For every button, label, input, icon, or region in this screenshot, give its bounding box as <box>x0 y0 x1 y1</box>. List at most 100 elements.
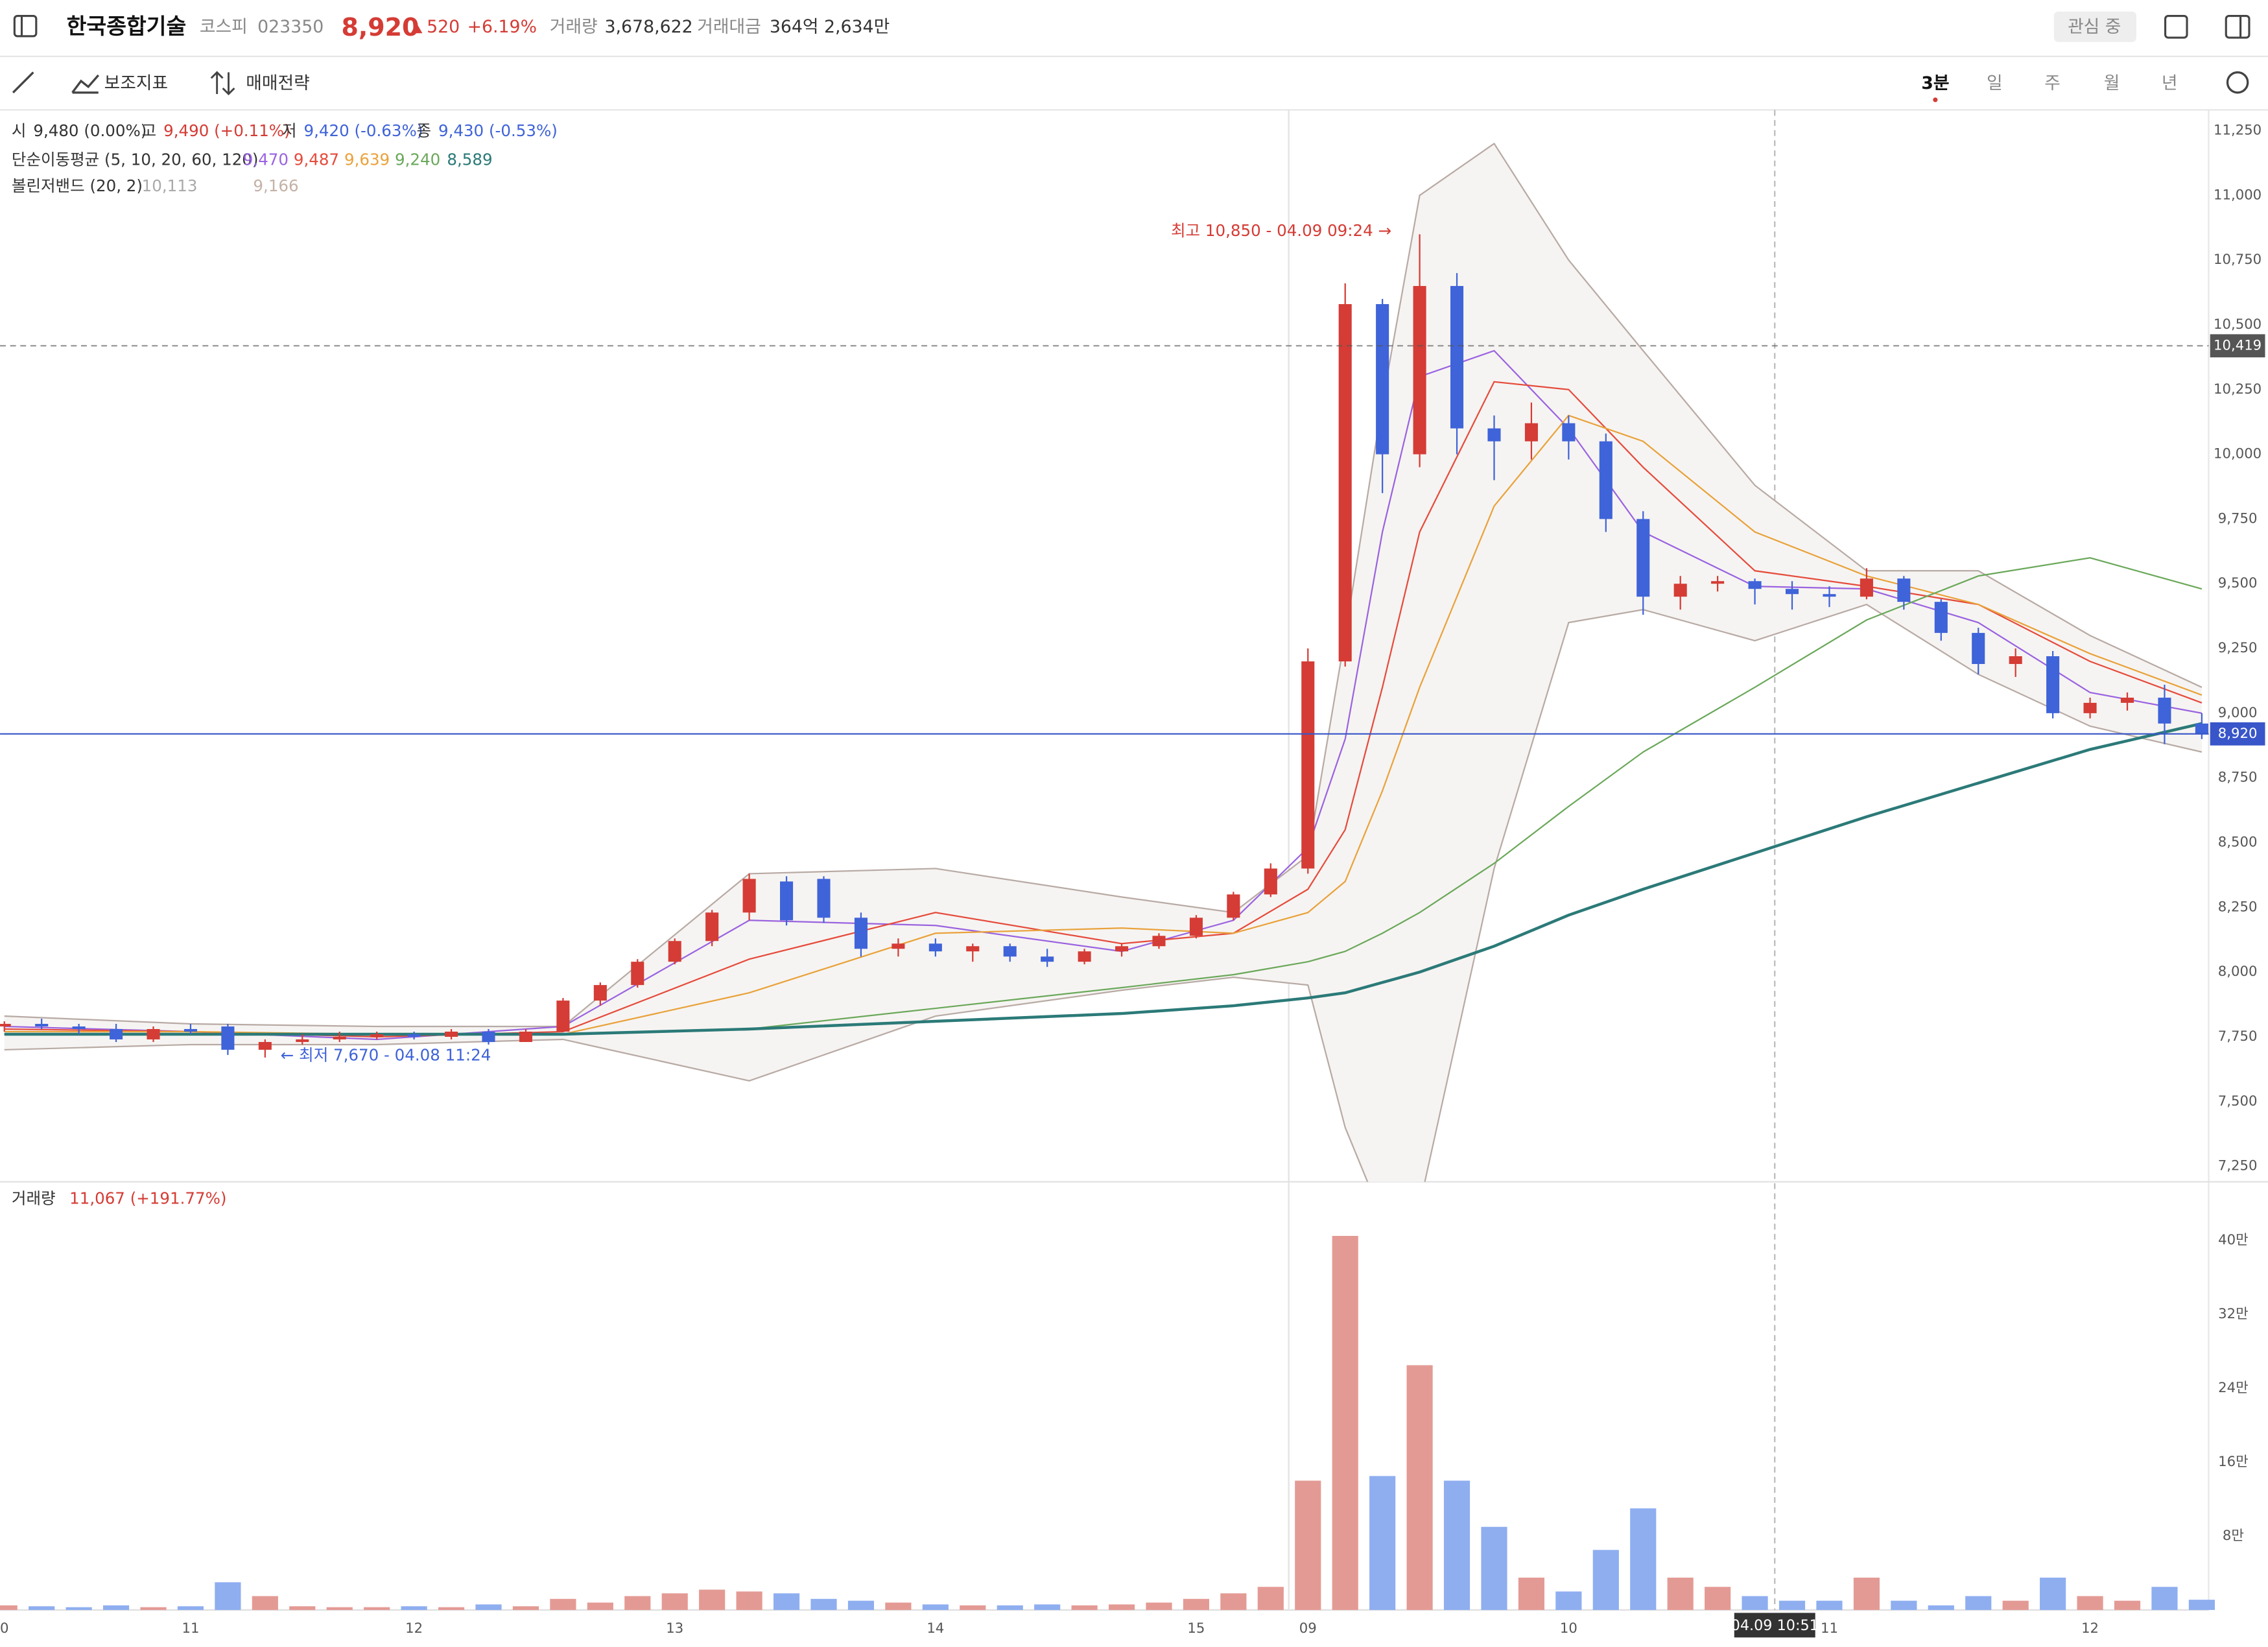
x-tick-label: 09 <box>1299 1620 1317 1636</box>
candle-body <box>1636 519 1650 597</box>
candle-body <box>1376 304 1389 455</box>
volume-bar <box>550 1598 576 1610</box>
period-tab[interactable]: 년 <box>2162 73 2178 93</box>
watch-button[interactable] <box>2053 11 2136 42</box>
volume-bar <box>1481 1526 1507 1610</box>
y-tick-label: 7,750 <box>2218 1028 2258 1044</box>
volume-bar <box>215 1582 241 1610</box>
candle-body <box>1078 951 1091 962</box>
candle-body <box>0 1024 11 1027</box>
volume-bar <box>140 1607 167 1610</box>
candle-body <box>72 1026 86 1029</box>
volume-bar <box>2114 1600 2141 1610</box>
active-dot <box>1933 97 1938 102</box>
volume-bar <box>2002 1600 2029 1610</box>
sidebar-icon[interactable] <box>13 14 38 38</box>
volume-bar <box>1406 1365 1433 1610</box>
volume-bar <box>252 1596 278 1610</box>
volume-bar <box>1220 1593 1247 1610</box>
volume-bar <box>177 1606 204 1610</box>
x-tick-label: 14 <box>927 1620 944 1636</box>
ohlc-value: 9,480 (0.00%) <box>33 121 147 140</box>
indicators-button[interactable]: 보조지표 <box>104 73 168 93</box>
y-tick-label: 9,000 <box>2218 704 2258 720</box>
candle-body <box>1562 423 1576 442</box>
y-tick-label: 8,250 <box>2218 898 2258 914</box>
candle-body <box>1487 428 1501 442</box>
candle-body <box>482 1031 495 1042</box>
candle-body <box>1413 286 1426 455</box>
candle-body <box>183 1028 197 1032</box>
volume-bar <box>773 1593 800 1610</box>
candle-body <box>1115 946 1129 952</box>
settings-icon[interactable] <box>2226 71 2249 94</box>
candle-body <box>221 1026 235 1050</box>
volume-bar <box>1705 1587 1731 1610</box>
stock-name: 한국종합기술 <box>67 14 187 39</box>
volume-title: 거래량 <box>12 1189 56 1207</box>
candle-body <box>556 1001 570 1032</box>
edit-icon[interactable] <box>2164 14 2188 39</box>
volume-bar <box>847 1600 875 1610</box>
ma-value: 9,470 <box>243 150 289 169</box>
watch-button-text: 관심 중 <box>2068 17 2121 37</box>
high-annotation: 최고 10,850 - 04.09 09:24 → <box>1171 221 1391 240</box>
header: 한국종합기술 코스피 023350 8,920 520 +6.19% 거래량 3… <box>0 11 2268 58</box>
volume-bar <box>922 1604 949 1610</box>
ohlc-label: 종 <box>417 121 432 140</box>
x-tick-label: 12 <box>405 1620 423 1636</box>
candle-body <box>854 918 868 949</box>
period-tab[interactable]: 3분 <box>1921 73 1949 93</box>
candle-body <box>1599 441 1612 519</box>
volume-bar <box>29 1606 55 1610</box>
candle-body <box>1785 589 1799 595</box>
x-tick-label: 11 <box>1821 1620 1838 1636</box>
y-tick-label: 16만 <box>2218 1453 2248 1469</box>
draw-icon[interactable] <box>12 71 34 93</box>
volume-bar <box>512 1606 539 1610</box>
volume-bar <box>1369 1476 1396 1610</box>
candle-body <box>519 1031 532 1042</box>
axes: 7,250 7,500 7,750 8,000 8,250 8,500 8,750 9,000… <box>0 121 2265 1636</box>
period-tab[interactable]: 월 <box>2104 73 2120 93</box>
candle-body <box>593 985 607 1001</box>
candle-body <box>1189 918 1203 936</box>
candle-body <box>1897 578 1911 602</box>
y-tick-label: 9,750 <box>2218 510 2258 526</box>
candle-body <box>631 962 644 986</box>
period-tab[interactable]: 주 <box>2044 73 2061 93</box>
price-label-box <box>2210 722 2265 746</box>
volume-bar <box>736 1591 762 1610</box>
price-label-box <box>2210 334 2265 358</box>
candle-body <box>2120 697 2134 703</box>
strategy-button[interactable]: 매매전략 <box>246 73 309 93</box>
candle-body <box>892 943 905 949</box>
volume-bar <box>997 1605 1023 1610</box>
volume-bar <box>960 1605 986 1610</box>
y-tick-label: 8,000 <box>2218 963 2258 979</box>
candle-body <box>1972 633 1985 665</box>
candle-body <box>966 946 980 952</box>
ma-value: 9,240 <box>395 150 440 169</box>
volume-bar <box>1518 1578 1544 1610</box>
candle-body <box>370 1034 384 1037</box>
candle-body <box>1338 304 1352 662</box>
volume-bar <box>1443 1480 1471 1610</box>
ohlc-label: 저 <box>282 121 297 140</box>
strategy-icon <box>210 71 235 96</box>
y-tick-label: 11,000 <box>2214 186 2262 202</box>
panel-icon[interactable] <box>2225 14 2250 39</box>
ohlc-value: 9,430 (-0.53%) <box>438 121 558 140</box>
candle-body <box>296 1039 309 1042</box>
band-fill <box>4 143 2202 1182</box>
volume-bar <box>2077 1596 2103 1610</box>
period-tab[interactable]: 일 <box>1987 73 2003 93</box>
bb-value: 10,113 <box>142 176 198 195</box>
y-tick-label: 7,250 <box>2218 1157 2258 1174</box>
ma-value: 9,639 <box>344 150 390 169</box>
ohlc-label: 시 <box>12 121 27 140</box>
volume-bar <box>1295 1480 1321 1610</box>
bb-value: 9,166 <box>253 176 298 195</box>
x-tick-label: 0 <box>0 1620 8 1636</box>
volume-bar <box>661 1593 688 1610</box>
